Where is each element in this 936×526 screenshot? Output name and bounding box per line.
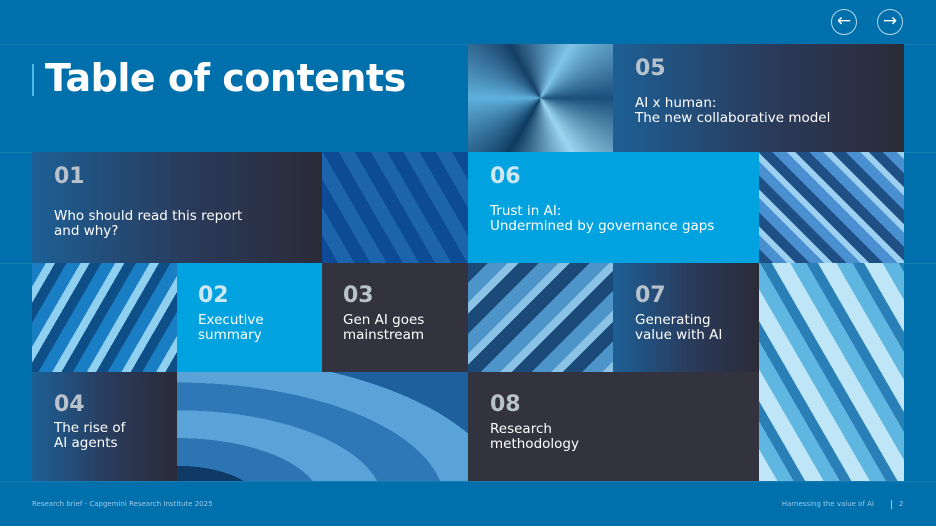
toc-item-05[interactable]: 05 AI x human: The new collaborative mod… [613,44,904,152]
prev-page-button[interactable]: ← [831,9,857,35]
arrow-left-icon: ← [836,11,852,31]
section-number: 08 [490,392,521,417]
section-label: Who should read this report and why? [54,208,243,239]
arrow-right-icon: → [882,11,898,31]
section-number: 02 [198,283,229,308]
toc-item-01[interactable]: 01 Who should read this report and why? [32,152,322,263]
decorative-image [322,152,468,263]
toc-item-06[interactable]: 06 Trust in AI: Undermined by governance… [468,152,759,263]
grid-line [0,481,936,482]
page-number: 2 [899,500,904,508]
footer-divider [891,500,892,509]
section-label: Trust in AI: Undermined by governance ga… [490,203,715,234]
toc-item-03[interactable]: 03 Gen AI goes mainstream [322,263,468,372]
section-number: 05 [635,56,666,81]
decorative-image [759,152,904,263]
section-number: 03 [343,283,374,308]
title-accent [32,64,34,96]
section-number: 07 [635,283,666,308]
decorative-image [468,44,613,152]
footer-left: Research brief - Capgemini Research Inst… [32,500,213,508]
decorative-image [32,263,177,372]
next-page-button[interactable]: → [877,9,903,35]
page-title: Table of contents [45,56,406,100]
section-number: 01 [54,164,85,189]
decorative-image [177,372,468,481]
decorative-image [468,263,613,372]
decorative-image [759,263,904,481]
section-label: Executive summary [198,312,264,343]
section-label: Generating value with AI [635,312,723,343]
section-label: Research methodology [490,421,579,452]
toc-item-02[interactable]: 02 Executive summary [177,263,322,372]
toc-item-04[interactable]: 04 The rise of AI agents [32,372,177,481]
section-number: 06 [490,164,521,189]
section-label: The rise of AI agents [54,420,126,451]
section-label: AI x human: The new collaborative model [635,95,831,126]
toc-item-08[interactable]: 08 Research methodology [468,372,759,481]
toc-item-07[interactable]: 07 Generating value with AI [613,263,759,372]
section-number: 04 [54,392,85,417]
section-label: Gen AI goes mainstream [343,312,425,343]
footer-right: Harnessing the value of AI [781,500,874,508]
